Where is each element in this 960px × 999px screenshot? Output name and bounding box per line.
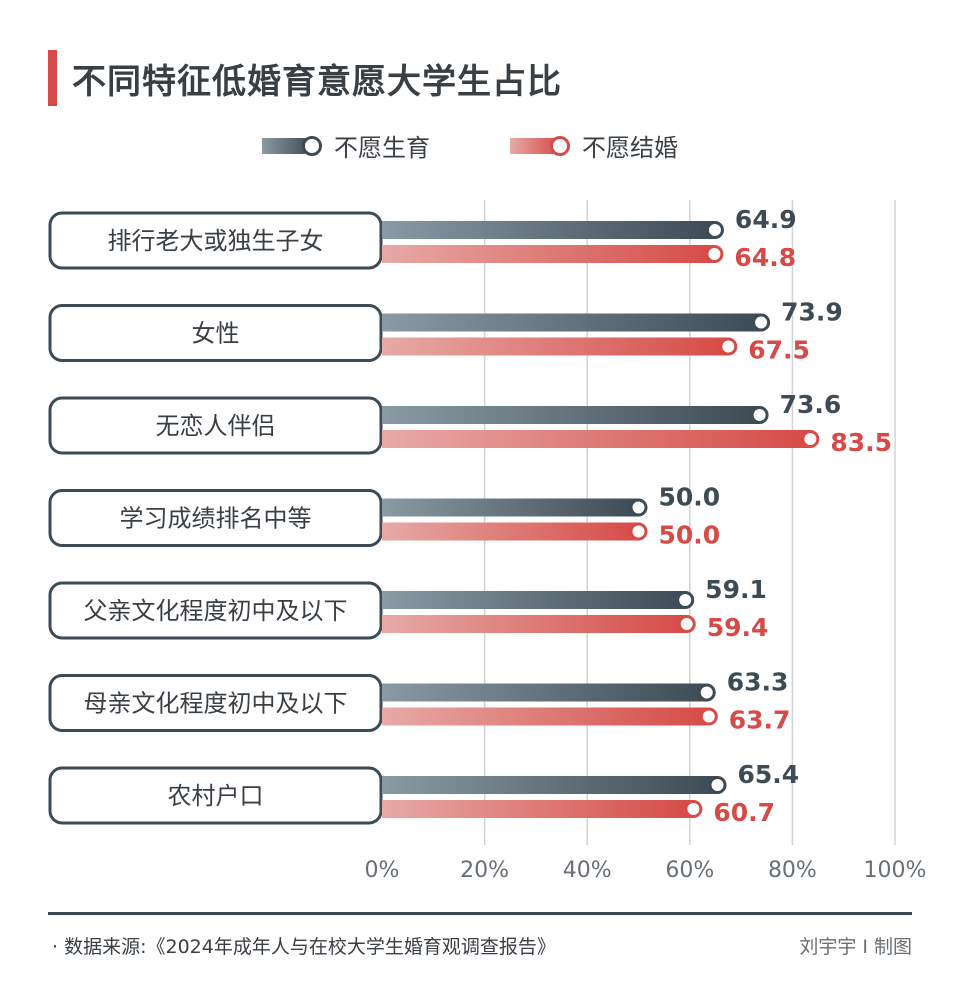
bar-series1 xyxy=(382,683,707,702)
bar-end-marker xyxy=(801,430,820,448)
value-label: 59.1 xyxy=(705,575,767,604)
bar-end-marker xyxy=(697,683,716,702)
legend-item-series1: 不愿生育 xyxy=(262,128,430,163)
category-label: 父亲文化程度初中及以下 xyxy=(84,597,348,625)
category-label: 无恋人伴侣 xyxy=(156,412,276,440)
value-label: 50.0 xyxy=(659,483,721,512)
data-source: · 数据来源:《2024年成年人与在校大学生婚育观调查报告》 xyxy=(52,936,556,958)
bar-end-marker xyxy=(629,522,648,541)
legend-label-series2: 不愿结婚 xyxy=(582,134,678,162)
bar-end-marker xyxy=(676,591,695,609)
category-box xyxy=(48,489,383,547)
bar-end-marker xyxy=(705,221,724,239)
legend-item-series2: 不愿结婚 xyxy=(510,128,678,163)
value-label: 73.9 xyxy=(781,298,843,327)
footer-divider xyxy=(48,912,912,915)
bar-end-marker xyxy=(699,707,718,726)
bar-series1 xyxy=(382,221,715,239)
bar-series2 xyxy=(382,615,687,633)
chart-title: 不同特征低婚育意愿大学生占比 xyxy=(72,62,562,102)
legend: 不愿生育 不愿结婚 xyxy=(0,128,960,168)
bar-series2 xyxy=(382,707,709,726)
category-box xyxy=(48,766,383,825)
bar-series1 xyxy=(382,406,760,424)
x-tick-label: 80% xyxy=(768,858,817,883)
bar-end-marker xyxy=(708,776,727,794)
bar-series2 xyxy=(382,800,694,818)
bar-series2 xyxy=(382,337,729,356)
bar-chart: 排行老大或独生子女 64.9 64.8 女性 73.9 67.5 无恋人伴侣 73.6 83.5… xyxy=(48,200,927,883)
category-box xyxy=(48,304,383,362)
bar-end-marker xyxy=(705,245,724,263)
bar-series1 xyxy=(382,498,639,517)
category-box xyxy=(48,211,383,270)
value-label: 67.5 xyxy=(748,336,810,365)
legend-swatch-series2 xyxy=(510,135,570,156)
bar-end-marker xyxy=(677,615,696,633)
value-label: 83.5 xyxy=(830,428,892,457)
x-tick-label: 100% xyxy=(864,858,927,883)
category-box xyxy=(48,581,383,640)
value-label: 63.7 xyxy=(729,706,791,735)
category-label: 母亲文化程度初中及以下 xyxy=(84,690,348,718)
x-tick-label: 20% xyxy=(460,858,509,883)
bar-end-marker xyxy=(629,498,648,517)
value-label: 63.3 xyxy=(727,668,789,697)
bar-series2 xyxy=(382,245,715,263)
legend-label-series1: 不愿生育 xyxy=(334,134,430,162)
category-label: 排行老大或独生子女 xyxy=(108,227,324,255)
x-tick-label: 40% xyxy=(563,858,612,883)
bar-series1 xyxy=(382,776,718,794)
bar-series2 xyxy=(382,522,639,541)
category-box xyxy=(48,674,383,732)
bar-end-marker xyxy=(684,800,703,818)
category-label: 农村户口 xyxy=(168,782,264,810)
value-label: 50.0 xyxy=(659,521,721,550)
bar-series1 xyxy=(382,591,686,609)
value-label: 64.9 xyxy=(735,205,797,234)
value-label: 73.6 xyxy=(780,390,842,419)
bar-end-marker xyxy=(719,337,738,356)
bar-series1 xyxy=(382,313,762,332)
x-tick-label: 0% xyxy=(365,858,400,883)
category-label: 女性 xyxy=(192,320,240,348)
title-accent-bar xyxy=(48,50,57,106)
category-label: 学习成绩排名中等 xyxy=(120,505,312,533)
bar-end-marker xyxy=(752,313,771,332)
credit: 刘宇宇 I 制图 xyxy=(799,936,912,958)
value-label: 64.8 xyxy=(734,243,796,272)
bar-series2 xyxy=(382,430,811,448)
legend-swatch-series1 xyxy=(262,135,322,156)
value-label: 60.7 xyxy=(713,798,775,827)
value-label: 59.4 xyxy=(707,613,769,642)
value-label: 65.4 xyxy=(738,760,800,789)
category-box xyxy=(48,396,383,455)
x-tick-label: 60% xyxy=(665,858,714,883)
bar-end-marker xyxy=(750,406,769,424)
